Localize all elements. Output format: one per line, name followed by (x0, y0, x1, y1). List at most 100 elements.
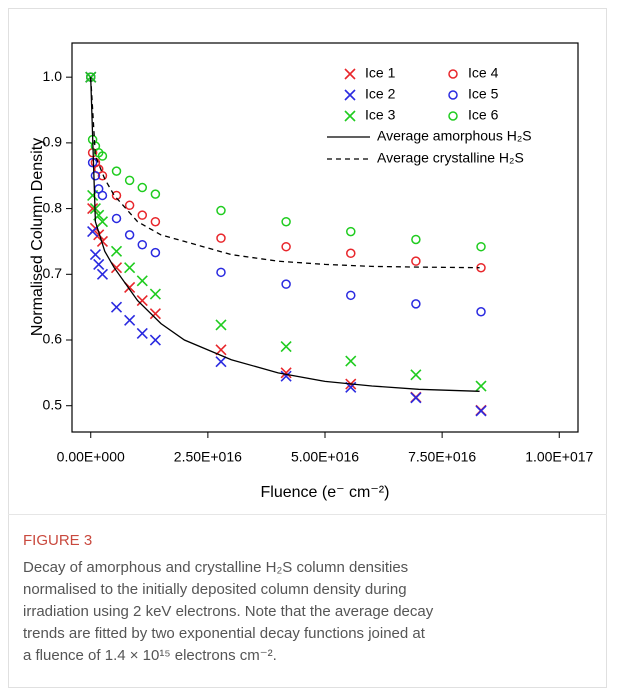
data-point (215, 344, 227, 356)
data-point (111, 190, 122, 201)
data-point (411, 299, 421, 309)
data-point (137, 210, 148, 220)
data-point (96, 216, 109, 228)
legend-label: Ice 4 (468, 65, 499, 81)
data-point (96, 235, 109, 248)
caption-line: Decay of amorphous and crystalline H₂S c… (23, 559, 409, 576)
data-point (345, 355, 357, 367)
fit-line (90, 77, 480, 392)
data-point (150, 216, 161, 227)
x-axis-label: Fluence (e⁻ cm⁻²) (261, 484, 390, 501)
data-point (137, 239, 148, 250)
data-point (87, 157, 98, 168)
data-point (280, 370, 292, 382)
data-point (281, 216, 291, 227)
data-point (124, 230, 135, 240)
data-point (281, 241, 291, 252)
data-point (90, 170, 101, 181)
data-point (215, 319, 227, 331)
legend-marker (344, 68, 356, 80)
legend-marker (448, 90, 458, 100)
y-tick-label: 0.7 (43, 265, 63, 281)
data-point (346, 226, 356, 237)
data-point (411, 234, 421, 245)
data-point (410, 392, 422, 404)
x-tick-label: 7.50E+016 (408, 449, 476, 465)
divider (8, 514, 607, 515)
data-point (124, 200, 135, 211)
legend-label: Ice 3 (365, 107, 396, 123)
legend-label: Average amorphous H₂S (377, 128, 532, 144)
caption-line: a fluence of 1.4 × 10¹⁵ electrons cm⁻². (23, 647, 277, 664)
legend-label: Ice 5 (468, 86, 499, 102)
legend-marker (448, 111, 458, 121)
data-point (89, 249, 101, 261)
plot-frame (71, 42, 579, 433)
y-axis-label: Normalised Column Density (29, 138, 46, 336)
data-point (111, 213, 122, 224)
data-point (124, 314, 136, 326)
data-point (124, 262, 136, 274)
data-point (110, 262, 123, 274)
x-tick-label: 5.00E+016 (291, 449, 359, 465)
y-tick-label: 1.0 (43, 68, 63, 84)
data-point (475, 405, 487, 417)
data-point (110, 301, 123, 313)
data-point (150, 247, 161, 258)
x-tick-label: 0.00E+000 (57, 449, 125, 465)
legend-marker (344, 110, 356, 122)
data-point (476, 307, 486, 317)
data-point (216, 233, 226, 243)
legend-label: Ice 6 (468, 107, 499, 123)
figure-label: FIGURE 3 (23, 532, 93, 549)
data-point (150, 189, 161, 199)
y-tick-label: 0.8 (43, 199, 63, 215)
data-point (111, 166, 122, 176)
data-point (137, 182, 148, 193)
y-tick-label: 0.6 (43, 331, 63, 347)
legend-label: Ice 2 (365, 86, 396, 102)
x-tick-label: 2.50E+016 (174, 449, 242, 465)
data-point (97, 190, 108, 201)
data-point (411, 256, 421, 266)
data-point (281, 279, 291, 289)
data-point (110, 245, 123, 257)
fit-line (90, 77, 480, 269)
data-point (476, 241, 486, 252)
caption-line: irradiation using 2 keV electrons. Note … (23, 603, 434, 620)
data-point (93, 229, 105, 241)
data-point (346, 248, 356, 259)
data-point (149, 308, 161, 320)
figure-frame (8, 8, 607, 688)
caption: FIGURE 3 Decay of amorphous and crystall… (23, 532, 598, 667)
data-point (97, 151, 108, 161)
data-point (346, 290, 356, 301)
x-tick-label: 1.00E+017 (525, 449, 593, 465)
data-point (216, 205, 226, 216)
data-point (93, 258, 105, 271)
data-point (124, 175, 135, 186)
data-point (87, 226, 99, 238)
legend-label: Average crystalline H₂S (377, 150, 524, 166)
y-tick-label: 0.5 (43, 396, 63, 412)
data-point (136, 275, 148, 287)
chart: Fluence (e⁻ cm⁻²) Normalised Column Dens… (29, 42, 594, 501)
data-point (280, 367, 292, 379)
data-point (475, 380, 487, 392)
data-point (149, 334, 161, 346)
data-point (280, 341, 292, 353)
data-point (410, 369, 422, 381)
y-tick-label: 0.9 (43, 134, 63, 150)
data-point (136, 327, 148, 340)
caption-line: normalised to the initially deposited co… (23, 581, 407, 598)
legend-marker (344, 89, 356, 101)
data-point (215, 356, 227, 368)
legend-label: Ice 1 (365, 65, 396, 81)
caption-line: trends are fitted by two exponential dec… (23, 625, 425, 642)
data-point (97, 170, 108, 181)
data-point (216, 267, 226, 278)
legend-marker (448, 69, 458, 79)
data-point (149, 288, 161, 300)
data-point (136, 295, 148, 307)
